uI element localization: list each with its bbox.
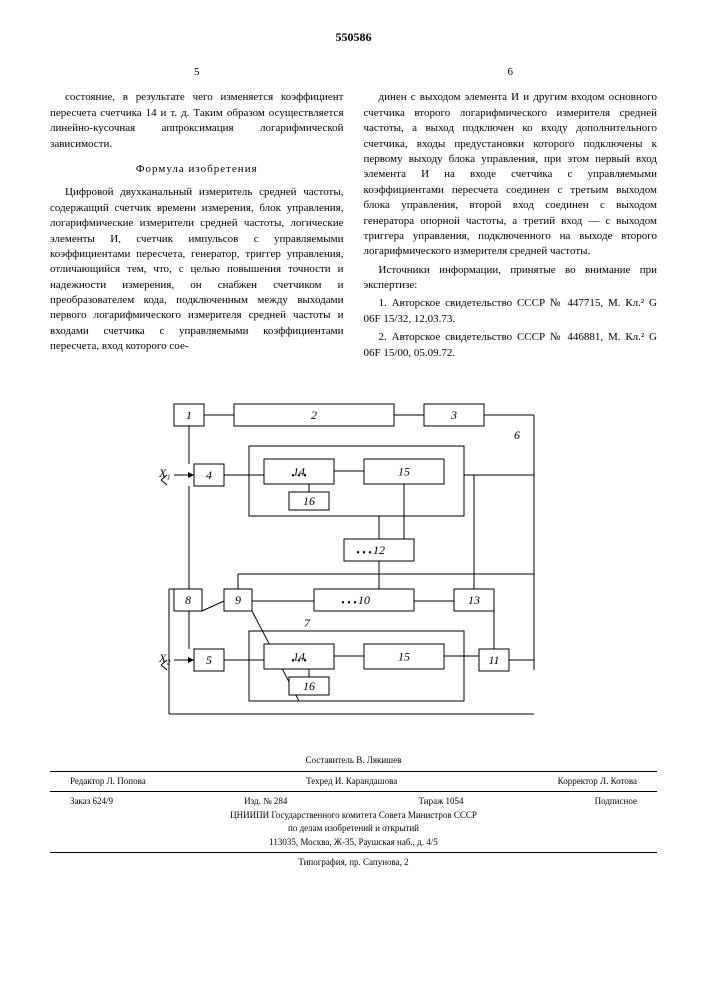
svg-text:2: 2 (311, 408, 317, 422)
svg-text:1: 1 (186, 408, 192, 422)
left-para1: состояние, в результате чего изменяется … (50, 90, 344, 152)
formula-title: Формула изобретения (50, 162, 344, 177)
org: ЦНИИПИ Государственного комитета Совета … (50, 809, 657, 823)
svg-text:• • •: • • • (291, 656, 307, 667)
printer: Типография, пр. Сапунова, 2 (50, 852, 657, 870)
footer: Составитель В. Лякишев Редактор Л. Попов… (50, 754, 657, 870)
signed: Подписное (595, 795, 637, 809)
order: Заказ 624/9 (70, 795, 113, 809)
address: 113035, Москва, Ж-35, Раушская наб., д. … (50, 836, 657, 850)
left-column: 5 состояние, в результате чего изменяетс… (50, 65, 344, 364)
right-col-number: 6 (364, 65, 658, 80)
svg-text:13: 13 (468, 593, 480, 607)
svg-text:10: 10 (358, 593, 370, 607)
svg-text:• • •: • • • (356, 548, 372, 559)
svg-text:5: 5 (206, 653, 212, 667)
right-column: 6 динен с выходом элемента И и другим вх… (364, 65, 658, 364)
right-para1: динен с выходом элемента И и другим вход… (364, 90, 658, 259)
svg-text:11: 11 (488, 653, 499, 667)
svg-text:16: 16 (303, 494, 315, 508)
tech: Техред И. Карандашова (306, 775, 397, 789)
edition: Изд. № 284 (244, 795, 287, 809)
left-col-number: 5 (50, 65, 344, 80)
svg-text:15: 15 (398, 465, 410, 479)
svg-text:3: 3 (450, 408, 457, 422)
source2: 2. Авторское свидетельство СССР № 446881… (364, 330, 658, 361)
svg-text:9: 9 (235, 593, 241, 607)
compiler: Составитель В. Лякишев (50, 754, 657, 768)
source1: 1. Авторское свидетельство СССР № 447715… (364, 296, 658, 327)
editor: Редактор Л. Попова (70, 775, 146, 789)
svg-text:8: 8 (185, 593, 191, 607)
footer-print-info: Заказ 624/9 Изд. № 284 Тираж 1054 Подпис… (50, 791, 657, 809)
svg-text:7: 7 (304, 616, 311, 630)
org2: по делам изобретений и открытий (50, 822, 657, 836)
svg-text:15: 15 (398, 650, 410, 664)
svg-text:16: 16 (303, 679, 315, 693)
svg-text:4: 4 (206, 468, 212, 482)
svg-text:• • •: • • • (341, 598, 357, 609)
left-para2: Цифровой двухканальный измеритель средне… (50, 185, 344, 354)
svg-text:6: 6 (514, 428, 520, 442)
svg-text:12: 12 (373, 543, 385, 557)
svg-text:• • •: • • • (291, 471, 307, 482)
corrector: Корректор Л. Котова (558, 775, 637, 789)
text-columns: 5 состояние, в результате чего изменяетс… (50, 65, 657, 364)
sources-title: Источники информации, принятые во вниман… (364, 263, 658, 294)
copies: Тираж 1054 (418, 795, 463, 809)
patent-number: 550586 (50, 30, 657, 45)
block-diagram: 67123414151612891013514151611• • •• • ••… (124, 384, 584, 724)
footer-credits: Редактор Л. Попова Техред И. Карандашова… (50, 771, 657, 789)
